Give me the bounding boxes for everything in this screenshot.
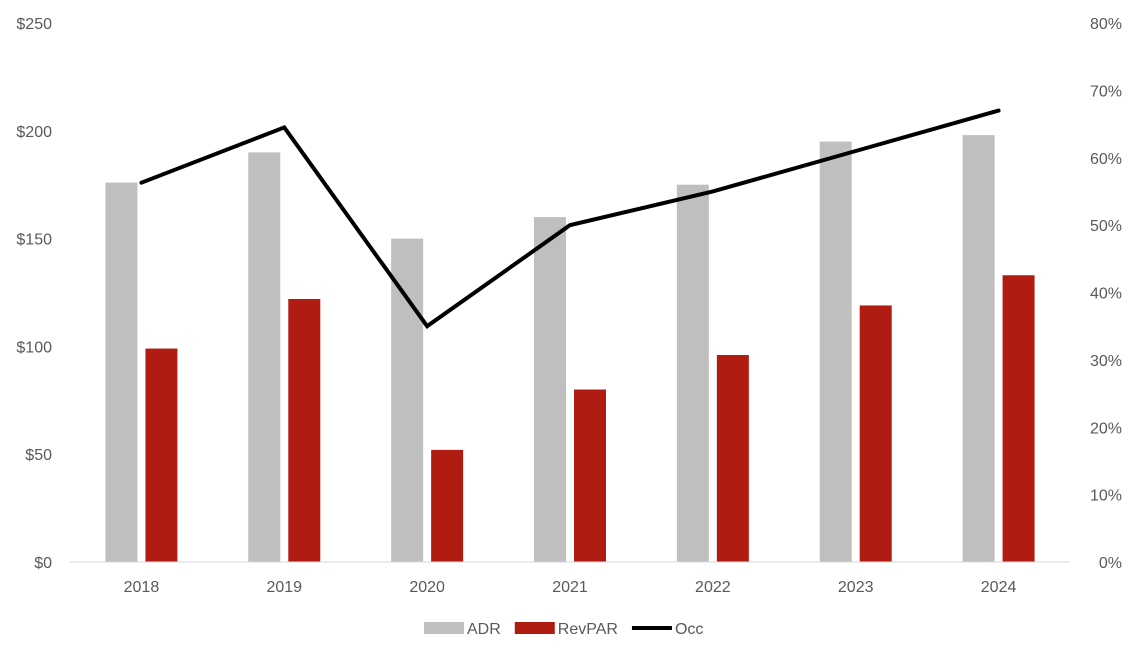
right-tick-label: 50% (1090, 218, 1122, 235)
left-tick-label: $50 (25, 447, 52, 464)
adr-bar-2020 (391, 238, 424, 562)
revpar-bar-2021 (574, 389, 606, 562)
right-tick-label: 20% (1090, 420, 1122, 437)
occ-legend-label: Occ (675, 621, 703, 638)
x-tick-label: 2020 (409, 579, 445, 596)
left-tick-label: $250 (16, 16, 52, 33)
occ-line-series (139, 108, 1001, 329)
x-tick-label: 2024 (981, 579, 1017, 596)
revpar-bar-2020 (431, 449, 464, 562)
left-tick-label: $200 (16, 124, 52, 141)
adr-bar-2022 (676, 184, 709, 562)
right-tick-label: 30% (1090, 353, 1122, 370)
occ-line (139, 108, 1001, 329)
adr-bar-2023 (819, 141, 852, 562)
right-tick-label: 80% (1090, 16, 1122, 33)
adr-bar-2024 (962, 135, 995, 562)
right-tick-label: 10% (1090, 488, 1122, 505)
left-tick-label: $100 (16, 339, 52, 356)
x-tick-label: 2019 (266, 579, 302, 596)
x-axis-ticks: 2018 2019 2020 2021 2022 2023 2024 (124, 579, 1017, 596)
adr-legend-label: ADR (467, 621, 501, 638)
left-tick-label: $0 (34, 555, 52, 572)
legend: ADR RevPAR Occ (424, 621, 703, 638)
revpar-bar-2018 (145, 348, 178, 562)
right-axis-ticks: 0% 10% 20% 30% 40% 50% 60% 70% 80% (1090, 16, 1122, 572)
x-tick-label: 2022 (695, 579, 731, 596)
x-tick-label: 2023 (838, 579, 874, 596)
revpar-legend-swatch (514, 622, 555, 634)
adr-bar-2019 (248, 152, 281, 563)
revpar-legend-label: RevPAR (558, 621, 618, 638)
adr-legend-swatch (424, 622, 464, 634)
adr-bar-2021 (534, 217, 566, 563)
right-tick-label: 0% (1099, 555, 1122, 572)
right-tick-label: 70% (1090, 83, 1122, 100)
right-tick-label: 40% (1090, 286, 1122, 303)
adr-bar-2018 (105, 182, 138, 562)
left-axis-ticks: $0 $50 $100 $150 $200 $250 (16, 16, 52, 572)
revpar-bar-2019 (288, 298, 321, 562)
x-tick-label: 2018 (124, 579, 160, 596)
right-tick-label: 60% (1090, 151, 1122, 168)
left-tick-label: $150 (16, 232, 52, 249)
x-tick-label: 2021 (552, 579, 588, 596)
bar-series (105, 135, 1035, 563)
revpar-bar-2024 (1002, 275, 1035, 562)
revpar-bar-2023 (859, 305, 892, 562)
revpar-bar-2022 (716, 355, 749, 562)
